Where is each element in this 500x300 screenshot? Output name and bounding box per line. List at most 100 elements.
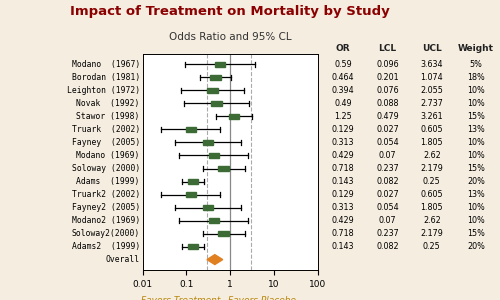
Text: 0.429: 0.429 xyxy=(332,216,354,225)
Bar xyxy=(188,179,198,184)
Text: Fayney  (2005): Fayney (2005) xyxy=(72,138,140,147)
Text: 0.082: 0.082 xyxy=(376,177,399,186)
Text: 0.25: 0.25 xyxy=(423,242,440,251)
Text: Truark  (2002): Truark (2002) xyxy=(72,125,140,134)
Text: 0.429: 0.429 xyxy=(332,151,354,160)
Bar xyxy=(186,192,196,197)
Bar xyxy=(214,62,225,67)
Polygon shape xyxy=(207,255,222,265)
Text: OR: OR xyxy=(336,44,350,53)
Text: 2.055: 2.055 xyxy=(420,86,444,95)
Text: Soloway (2000): Soloway (2000) xyxy=(72,164,140,173)
Text: 1.805: 1.805 xyxy=(420,138,443,147)
Text: UCL: UCL xyxy=(422,44,442,53)
Text: 0.605: 0.605 xyxy=(420,125,443,134)
Text: 15%: 15% xyxy=(468,112,485,121)
Text: 0.313: 0.313 xyxy=(332,138,354,147)
Text: 10%: 10% xyxy=(468,151,485,160)
Text: 2.737: 2.737 xyxy=(420,99,444,108)
Text: 0.394: 0.394 xyxy=(332,86,354,95)
Text: Favors Treatment: Favors Treatment xyxy=(142,296,220,300)
Text: 10%: 10% xyxy=(468,86,485,95)
Text: 0.027: 0.027 xyxy=(376,190,399,199)
Text: 0.464: 0.464 xyxy=(332,73,354,82)
Text: Adams2  (1999): Adams2 (1999) xyxy=(72,242,140,251)
Text: Adams  (1999): Adams (1999) xyxy=(76,177,140,186)
Text: Impact of Treatment on Mortality by Study: Impact of Treatment on Mortality by Stud… xyxy=(70,4,390,17)
Bar xyxy=(211,101,222,106)
Text: 2.179: 2.179 xyxy=(420,229,444,238)
Bar xyxy=(208,153,219,158)
Bar xyxy=(208,218,219,223)
Text: Modano  (1967): Modano (1967) xyxy=(72,60,140,69)
Text: 0.718: 0.718 xyxy=(332,229,354,238)
Text: 15%: 15% xyxy=(468,229,485,238)
Bar xyxy=(210,75,220,80)
Text: 10%: 10% xyxy=(468,99,485,108)
Text: Fayney2 (2005): Fayney2 (2005) xyxy=(72,203,140,212)
Text: 0.49: 0.49 xyxy=(334,99,352,108)
Text: 2.179: 2.179 xyxy=(420,164,444,173)
Text: 2.62: 2.62 xyxy=(423,216,440,225)
Text: 0.59: 0.59 xyxy=(334,60,352,69)
Text: 0.605: 0.605 xyxy=(420,190,443,199)
Bar xyxy=(229,114,239,119)
Text: 0.313: 0.313 xyxy=(332,203,354,212)
Text: 18%: 18% xyxy=(468,73,485,82)
Text: 13%: 13% xyxy=(468,125,485,134)
Text: 0.082: 0.082 xyxy=(376,242,399,251)
Text: 0.479: 0.479 xyxy=(376,112,399,121)
Text: 15%: 15% xyxy=(468,164,485,173)
Bar xyxy=(186,127,196,132)
Text: 0.129: 0.129 xyxy=(332,190,354,199)
Text: Weight: Weight xyxy=(458,44,494,53)
Text: Overall: Overall xyxy=(106,255,140,264)
Text: 0.07: 0.07 xyxy=(378,151,396,160)
Text: 0.25: 0.25 xyxy=(423,177,440,186)
Text: 0.143: 0.143 xyxy=(332,242,354,251)
Text: Stawor (1998): Stawor (1998) xyxy=(76,112,140,121)
Text: 0.143: 0.143 xyxy=(332,177,354,186)
Text: 1.25: 1.25 xyxy=(334,112,352,121)
Text: LCL: LCL xyxy=(378,44,396,53)
Bar xyxy=(207,88,218,93)
Text: Novak  (1992): Novak (1992) xyxy=(76,99,140,108)
Text: 0.237: 0.237 xyxy=(376,164,399,173)
Text: 0.076: 0.076 xyxy=(376,86,399,95)
Text: 0.718: 0.718 xyxy=(332,164,354,173)
Text: 10%: 10% xyxy=(468,216,485,225)
Bar xyxy=(218,166,229,171)
Text: 0.129: 0.129 xyxy=(332,125,354,134)
Text: 0.027: 0.027 xyxy=(376,125,399,134)
Bar xyxy=(188,244,198,249)
Text: 3.261: 3.261 xyxy=(420,112,443,121)
Text: 2.62: 2.62 xyxy=(423,151,440,160)
Text: 10%: 10% xyxy=(468,203,485,212)
Text: 10%: 10% xyxy=(468,138,485,147)
Text: 0.201: 0.201 xyxy=(376,73,399,82)
Text: Borodan (1981): Borodan (1981) xyxy=(72,73,140,82)
Text: Soloway2(2000): Soloway2(2000) xyxy=(72,229,140,238)
Text: Leighton (1972): Leighton (1972) xyxy=(67,86,140,95)
Text: 0.054: 0.054 xyxy=(376,203,399,212)
Text: 0.07: 0.07 xyxy=(378,216,396,225)
Text: 13%: 13% xyxy=(468,190,485,199)
Text: 20%: 20% xyxy=(468,242,485,251)
Text: 3.634: 3.634 xyxy=(420,60,443,69)
Text: 0.088: 0.088 xyxy=(376,99,398,108)
Text: Modano2 (1969): Modano2 (1969) xyxy=(72,216,140,225)
Text: Truark2 (2002): Truark2 (2002) xyxy=(72,190,140,199)
Text: 1.805: 1.805 xyxy=(420,203,443,212)
Text: 0.054: 0.054 xyxy=(376,138,399,147)
Text: 1.074: 1.074 xyxy=(420,73,443,82)
Text: 5%: 5% xyxy=(470,60,482,69)
Text: 0.237: 0.237 xyxy=(376,229,399,238)
Bar xyxy=(218,231,229,236)
Text: Odds Ratio and 95% CL: Odds Ratio and 95% CL xyxy=(168,32,292,41)
Text: 20%: 20% xyxy=(468,177,485,186)
Text: 0.096: 0.096 xyxy=(376,60,399,69)
Text: Modano (1969): Modano (1969) xyxy=(76,151,140,160)
Bar xyxy=(202,140,213,145)
Text: Favors Placebo: Favors Placebo xyxy=(228,296,296,300)
Bar xyxy=(202,205,213,210)
